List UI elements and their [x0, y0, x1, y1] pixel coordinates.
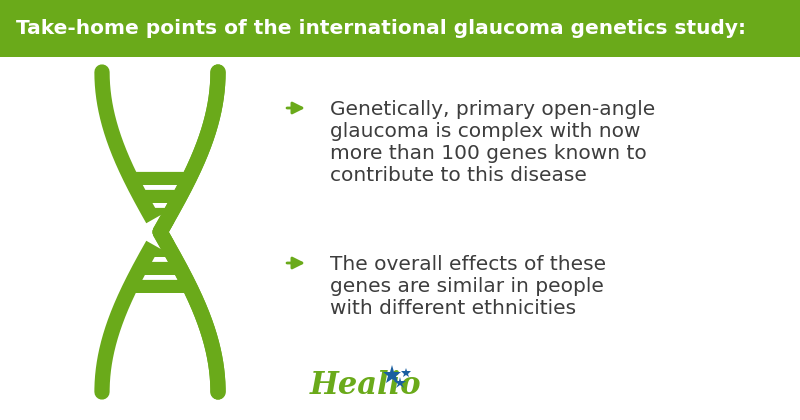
Text: contribute to this disease: contribute to this disease	[330, 166, 587, 185]
Text: genes are similar in people: genes are similar in people	[330, 277, 604, 296]
Bar	[0, 0, 800, 57]
Text: with different ethnicities: with different ethnicities	[330, 299, 576, 318]
Text: Genetically, primary open-angle: Genetically, primary open-angle	[330, 100, 655, 119]
Text: The overall effects of these: The overall effects of these	[330, 255, 606, 274]
Text: more than 100 genes known to: more than 100 genes known to	[330, 144, 646, 163]
Text: glaucoma is complex with now: glaucoma is complex with now	[330, 122, 641, 141]
Text: Take-home points of the international glaucoma genetics study:: Take-home points of the international gl…	[16, 19, 746, 38]
Text: Healio: Healio	[310, 370, 422, 401]
